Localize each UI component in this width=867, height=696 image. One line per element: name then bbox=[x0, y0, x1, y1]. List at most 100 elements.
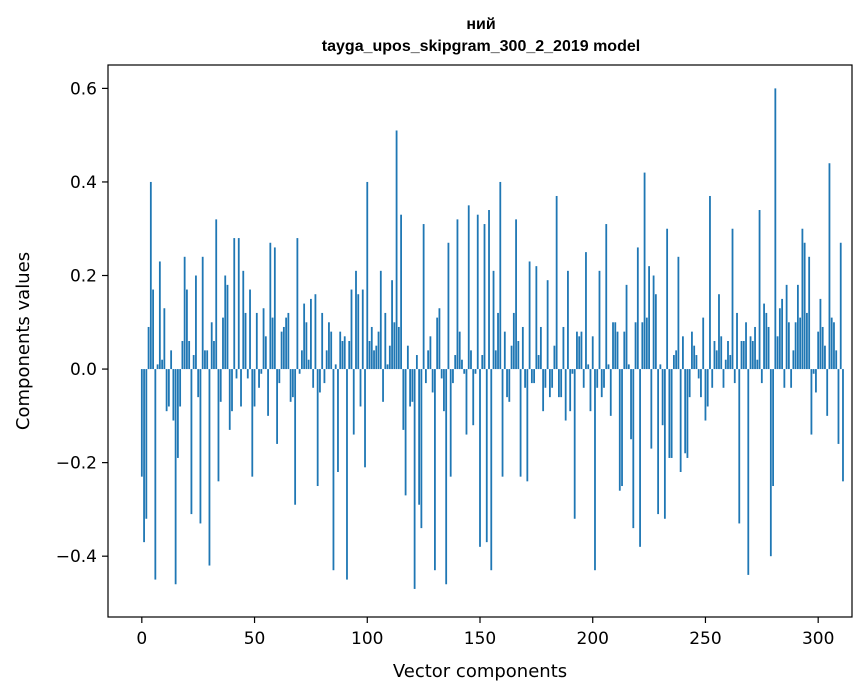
bar bbox=[508, 369, 511, 402]
bar bbox=[778, 308, 781, 370]
bar bbox=[812, 369, 815, 374]
bar bbox=[650, 369, 653, 449]
bar bbox=[337, 369, 339, 472]
bar bbox=[558, 369, 560, 398]
bar bbox=[249, 289, 251, 370]
bar bbox=[645, 317, 648, 370]
bar bbox=[294, 369, 297, 505]
bar bbox=[842, 369, 844, 482]
bar bbox=[179, 369, 182, 407]
bar bbox=[273, 247, 276, 370]
bar bbox=[643, 172, 646, 370]
bar bbox=[210, 322, 213, 370]
bar bbox=[276, 369, 278, 444]
bar bbox=[713, 341, 716, 370]
bar bbox=[634, 322, 637, 370]
x-tick-label: 250 bbox=[689, 629, 721, 649]
bar bbox=[749, 336, 752, 370]
bar bbox=[567, 270, 569, 370]
bar bbox=[709, 195, 711, 370]
bar bbox=[402, 369, 405, 430]
bar bbox=[598, 270, 601, 370]
bar bbox=[222, 317, 224, 370]
bar bbox=[215, 219, 218, 370]
bar bbox=[149, 181, 152, 370]
bar bbox=[625, 284, 628, 370]
bar bbox=[796, 284, 799, 370]
bar bbox=[467, 205, 470, 370]
bar bbox=[722, 369, 725, 388]
bar bbox=[675, 350, 678, 370]
bar bbox=[235, 369, 238, 379]
bar bbox=[271, 317, 274, 370]
bar bbox=[303, 303, 306, 370]
bar bbox=[434, 369, 436, 571]
bar bbox=[769, 369, 772, 557]
bar bbox=[445, 369, 448, 585]
bar bbox=[733, 369, 736, 384]
bar bbox=[204, 350, 206, 370]
bar bbox=[679, 369, 682, 472]
bar bbox=[594, 369, 596, 571]
bar bbox=[742, 341, 745, 370]
x-tick-label: 200 bbox=[577, 629, 609, 649]
x-axis-ticks: 0 50 100 150 200 250 300 bbox=[136, 617, 834, 649]
bar bbox=[418, 369, 421, 505]
bar bbox=[490, 369, 493, 571]
bar bbox=[688, 369, 691, 398]
bar bbox=[668, 369, 671, 458]
bar bbox=[623, 331, 626, 370]
bar bbox=[291, 369, 294, 398]
bar bbox=[443, 369, 445, 412]
bar bbox=[395, 130, 398, 370]
bar bbox=[343, 336, 346, 370]
bar bbox=[366, 181, 369, 370]
x-tick-label: 150 bbox=[464, 629, 496, 649]
bar bbox=[609, 369, 612, 416]
x-tick-label: 300 bbox=[802, 629, 834, 649]
bar bbox=[555, 195, 558, 370]
bar bbox=[161, 359, 164, 370]
bar bbox=[237, 238, 240, 370]
bar bbox=[783, 369, 786, 388]
bar bbox=[438, 308, 441, 370]
bar bbox=[278, 369, 281, 384]
bar bbox=[506, 369, 508, 398]
bar bbox=[494, 350, 497, 370]
bar bbox=[224, 275, 227, 370]
bar bbox=[587, 364, 590, 370]
bar bbox=[756, 359, 759, 370]
bar bbox=[837, 369, 840, 444]
bar bbox=[167, 369, 170, 407]
bar bbox=[765, 312, 768, 370]
bar bbox=[458, 331, 461, 370]
bar bbox=[564, 369, 567, 421]
bar bbox=[697, 369, 700, 379]
bar bbox=[772, 369, 774, 487]
bar bbox=[282, 326, 285, 370]
bar bbox=[596, 369, 599, 388]
bar bbox=[172, 369, 175, 421]
bar bbox=[231, 369, 233, 412]
bar bbox=[226, 284, 229, 370]
bar bbox=[429, 336, 432, 370]
x-tick-label: 50 bbox=[244, 629, 266, 649]
bar bbox=[147, 326, 150, 370]
bar bbox=[152, 289, 154, 370]
bar bbox=[165, 369, 168, 412]
bar bbox=[449, 369, 452, 477]
y-tick-label: −0.2 bbox=[56, 454, 97, 474]
y-axis-ticks: −0.4 −0.2 0.0 0.2 0.4 0.6 bbox=[56, 79, 108, 567]
bar bbox=[790, 369, 793, 388]
bar bbox=[373, 350, 375, 370]
bar bbox=[781, 298, 784, 370]
bar bbox=[465, 369, 468, 435]
y-tick-label: 0.4 bbox=[70, 173, 97, 193]
bar bbox=[621, 369, 623, 487]
y-tick-label: 0.0 bbox=[70, 360, 97, 380]
bar bbox=[747, 369, 750, 575]
bar bbox=[492, 270, 495, 370]
bar bbox=[359, 369, 362, 407]
bar bbox=[794, 322, 797, 370]
bar bbox=[483, 224, 486, 370]
